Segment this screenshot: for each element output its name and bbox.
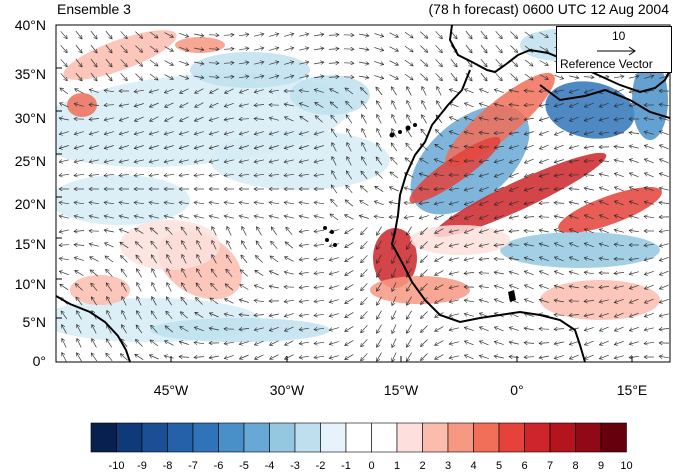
lat-label-10n: 10°N [2,276,46,292]
anomaly-blob [190,52,310,88]
colorbar-tick-label: -5 [239,460,249,472]
colorbar-swatch [295,423,321,452]
colorbar [91,423,627,452]
reference-vector-label: Reference Vector [560,57,653,71]
colorbar-tick-label: 1 [394,460,400,472]
lon-label-15w: 15°W [384,382,418,398]
colorbar-tick-label: 10 [620,460,632,472]
lon-label-30w: 30°W [270,382,304,398]
anomaly-blob [175,37,225,53]
anomaly-blob [500,232,660,268]
colorbar-swatch [576,423,602,452]
colorbar-swatch [117,423,143,452]
anomaly-blob [50,175,190,225]
anomaly-blob [410,225,510,255]
colorbar-swatch [321,423,347,452]
colorbar-swatch [142,423,168,452]
colorbar-tick-label: 4 [470,460,476,472]
lat-label-40n: 40°N [2,17,46,33]
colorbar-tick-label: -9 [137,460,147,472]
colorbar-swatch [168,423,194,452]
lat-label-0: 0° [2,353,46,369]
colorbar-tick-label: 9 [598,460,604,472]
colorbar-swatch [550,423,576,452]
lat-label-15n: 15°N [2,236,46,252]
colorbar-tick-label: 5 [496,460,502,472]
colorbar-swatch [346,423,372,452]
colorbar-tick-label: -6 [214,460,224,472]
lat-label-20n: 20°N [2,196,46,212]
lat-label-5n: 5°N [2,314,46,330]
anomaly-blob [120,220,220,270]
colorbar-tick-label: 3 [445,460,451,472]
lat-label-25n: 25°N [2,153,46,169]
anomaly-blob [540,280,660,320]
colorbar-tick-label: -1 [341,460,351,472]
colorbar-tick-label: -3 [290,460,300,472]
colorbar-swatch [448,423,474,452]
lon-label-15e: 15°E [617,382,648,398]
anomaly-blob [290,75,370,115]
lon-label-0: 0° [510,382,523,398]
colorbar-swatch [499,423,525,452]
colorbar-tick-label: -8 [163,460,173,472]
colorbar-swatch [372,423,398,452]
colorbar-tick-label: 2 [419,460,425,472]
colorbar-swatch [91,423,117,452]
colorbar-tick-label: 8 [572,460,578,472]
colorbar-tick-label: -4 [265,460,275,472]
colorbar-swatch [244,423,270,452]
lon-label-45w: 45°W [154,382,188,398]
anomaly-blob [150,318,330,342]
anomaly-blob [370,276,470,304]
colorbar-swatch [193,423,219,452]
colorbar-tick-label: 7 [547,460,553,472]
reference-vector-box: 10 Reference Vector [556,26,672,73]
lat-label-35n: 35°N [2,66,46,82]
colorbar-tick-label: -2 [316,460,326,472]
colorbar-tick-label: 0 [368,460,374,472]
colorbar-tick-label: -10 [109,460,125,472]
colorbar-swatch [525,423,551,452]
colorbar-tick-label: -7 [188,460,198,472]
colorbar-swatch [397,423,423,452]
colorbar-swatch [474,423,500,452]
lat-label-30n: 30°N [2,110,46,126]
colorbar-swatch [423,423,449,452]
colorbar-swatch [219,423,245,452]
colorbar-swatch [270,423,296,452]
colorbar-tick-label: 6 [521,460,527,472]
colorbar-swatch [601,423,627,452]
